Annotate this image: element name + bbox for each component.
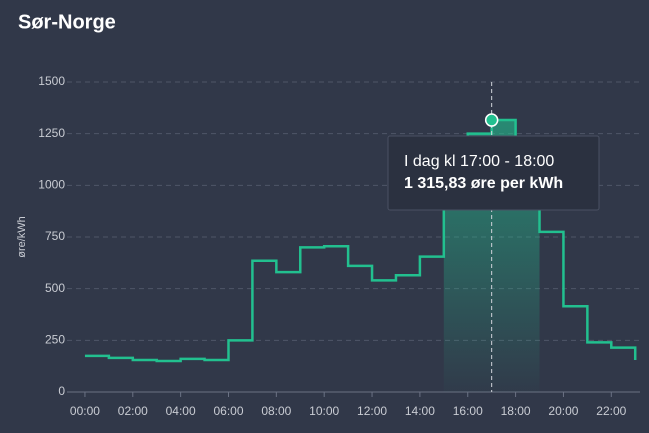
y-tick-label: 1000 [38, 178, 65, 192]
x-tick-label: 18:00 [501, 404, 531, 418]
x-tick-label: 14:00 [405, 404, 435, 418]
y-tick-label: 1250 [38, 126, 65, 140]
y-tick-label: 250 [45, 333, 65, 347]
x-tick-label: 06:00 [213, 404, 243, 418]
y-tick-label: 1500 [38, 74, 65, 88]
x-tick-label: 00:00 [70, 404, 100, 418]
y-tick-label: 750 [45, 229, 65, 243]
y-tick-label: 500 [45, 281, 65, 295]
x-tick-label: 20:00 [548, 404, 578, 418]
line [84, 118, 637, 363]
x-tick-label: 22:00 [596, 404, 626, 418]
x-tick-label: 02:00 [118, 404, 148, 418]
x-tick-label: 04:00 [166, 404, 196, 418]
tooltip-box [387, 135, 600, 211]
tooltip: I dag kl 17:00 - 18:00 1 315,83 øre per k… [387, 82, 600, 392]
tooltip-value: 1 315,83 øre per kWh [404, 175, 563, 192]
hover-point [484, 113, 499, 127]
ticks: 0 250 500 750 1000 1250 1500 00:00 02:00 04:00 06:… [38, 74, 640, 418]
chart-title: Sør-Norge [18, 11, 116, 33]
tooltip-title: I dag kl 17:00 - 18:00 [404, 153, 554, 170]
y-axis-title: øre/kWh [16, 216, 28, 258]
x-tick-label: 10:00 [309, 404, 339, 418]
y-tick-label: 0 [58, 384, 65, 398]
x-tick-label: 08:00 [261, 404, 291, 418]
x-tick-label: 16:00 [453, 404, 483, 418]
x-tick-label: 12:00 [357, 404, 387, 418]
